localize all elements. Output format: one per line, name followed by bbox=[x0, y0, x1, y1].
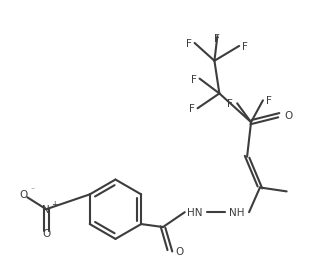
Text: O: O bbox=[176, 247, 184, 257]
Text: F: F bbox=[214, 34, 220, 44]
Text: O: O bbox=[42, 229, 50, 239]
Text: F: F bbox=[189, 104, 195, 114]
Text: +: + bbox=[51, 200, 57, 209]
Text: NH: NH bbox=[229, 208, 245, 218]
Text: ⁻: ⁻ bbox=[30, 185, 34, 194]
Text: HN: HN bbox=[187, 208, 202, 218]
Text: N: N bbox=[42, 205, 50, 215]
Text: F: F bbox=[266, 96, 272, 106]
Text: F: F bbox=[227, 99, 233, 109]
Text: F: F bbox=[242, 42, 248, 52]
Text: O: O bbox=[285, 111, 293, 121]
Text: F: F bbox=[186, 39, 192, 49]
Text: O: O bbox=[19, 190, 27, 200]
Text: F: F bbox=[191, 75, 197, 84]
